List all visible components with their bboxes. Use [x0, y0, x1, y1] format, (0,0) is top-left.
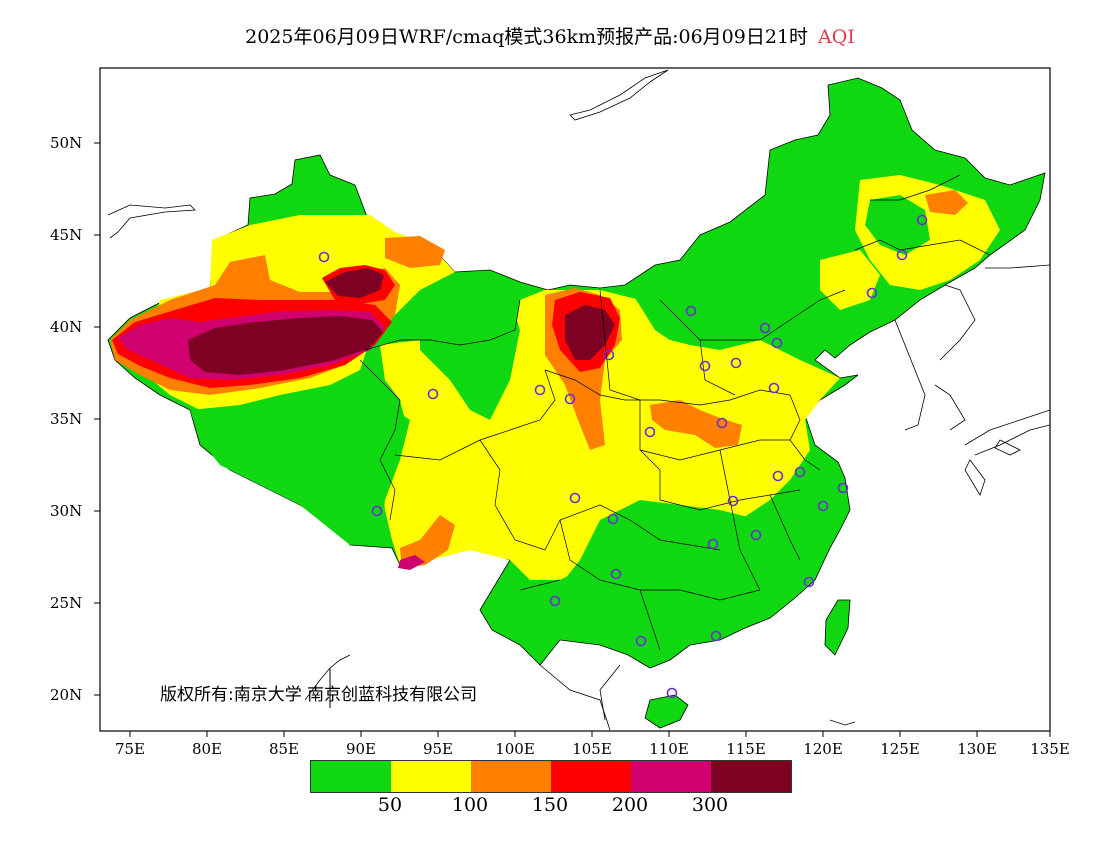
- aqi-hazardous-turpan: [325, 268, 384, 298]
- y-tick-label: 50N: [50, 134, 83, 152]
- legend-label: 150: [531, 794, 569, 816]
- aqi-moderate-hebei: [820, 250, 880, 310]
- x-tick-label: 75E: [114, 740, 146, 758]
- legend-swatch: [631, 761, 711, 792]
- aqi-usg-northeast: [925, 190, 968, 215]
- legend-label: 50: [377, 794, 403, 816]
- y-tick-label: 40N: [50, 318, 83, 336]
- x-tick-label: 105E: [572, 740, 612, 758]
- x-tick-label: 80E: [191, 740, 223, 758]
- y-tick-label: 45N: [50, 226, 83, 244]
- x-tick-label: 125E: [880, 740, 920, 758]
- hainan-landmass: [644, 694, 689, 729]
- aqi-hazardous-ningxia: [565, 305, 615, 360]
- x-tick-label: 85E: [268, 740, 300, 758]
- aqi-usg-yunnan: [400, 515, 455, 568]
- aqi-legend: [310, 760, 792, 793]
- map-title: 2025年06月09日WRF/cmaq模式36km预报产品:06月09日21时 A…: [0, 22, 1100, 49]
- aqi-usg-xinjiang-east: [385, 236, 445, 268]
- x-tick-label: 120E: [803, 740, 843, 758]
- axis-ticks: [94, 142, 1051, 737]
- aqi-usg-henan: [650, 400, 742, 448]
- aqi-moderate-central: [380, 290, 840, 580]
- x-tick-label: 130E: [957, 740, 997, 758]
- legend-swatch: [551, 761, 631, 792]
- x-tick-label: 100E: [495, 740, 535, 758]
- plot-frame: [99, 67, 1051, 732]
- legend-swatch: [471, 761, 551, 792]
- y-tick-label: 25N: [50, 594, 83, 612]
- legend-swatch: [391, 761, 471, 792]
- x-tick-label: 135E: [1030, 740, 1070, 758]
- y-tick-label: 30N: [50, 502, 83, 520]
- x-tick-label: 90E: [345, 740, 377, 758]
- province-boundaries: [359, 174, 991, 651]
- aqi-hazardous-taklimakan: [188, 316, 383, 375]
- aqi-good-north: [630, 260, 775, 350]
- x-tick-label: 95E: [422, 740, 454, 758]
- title-main: 2025年06月09日WRF/cmaq模式36km预报产品:06月09日21时: [245, 26, 809, 48]
- city-markers: [318, 214, 928, 699]
- y-tick-label: 35N: [50, 410, 83, 428]
- x-tick-label: 110E: [649, 740, 689, 758]
- legend-label: 300: [691, 794, 729, 816]
- taiwan-landmass: [824, 599, 851, 656]
- title-variable: AQI: [818, 26, 855, 48]
- aqi-good-tibet: [190, 385, 410, 545]
- aqi-very-unhealthy-yunnan: [398, 555, 425, 570]
- copyright-text: 版权所有:南京大学 南京创蓝科技有限公司: [160, 685, 478, 705]
- legend-swatch: [711, 761, 791, 792]
- aqi-good-northeast: [865, 195, 930, 255]
- legend-label: 200: [611, 794, 649, 816]
- y-tick-label: 20N: [50, 686, 83, 704]
- aqi-good-qinghai: [420, 290, 520, 420]
- legend-label: 100: [451, 794, 489, 816]
- x-tick-label: 115E: [726, 740, 766, 758]
- legend-swatch: [311, 761, 391, 792]
